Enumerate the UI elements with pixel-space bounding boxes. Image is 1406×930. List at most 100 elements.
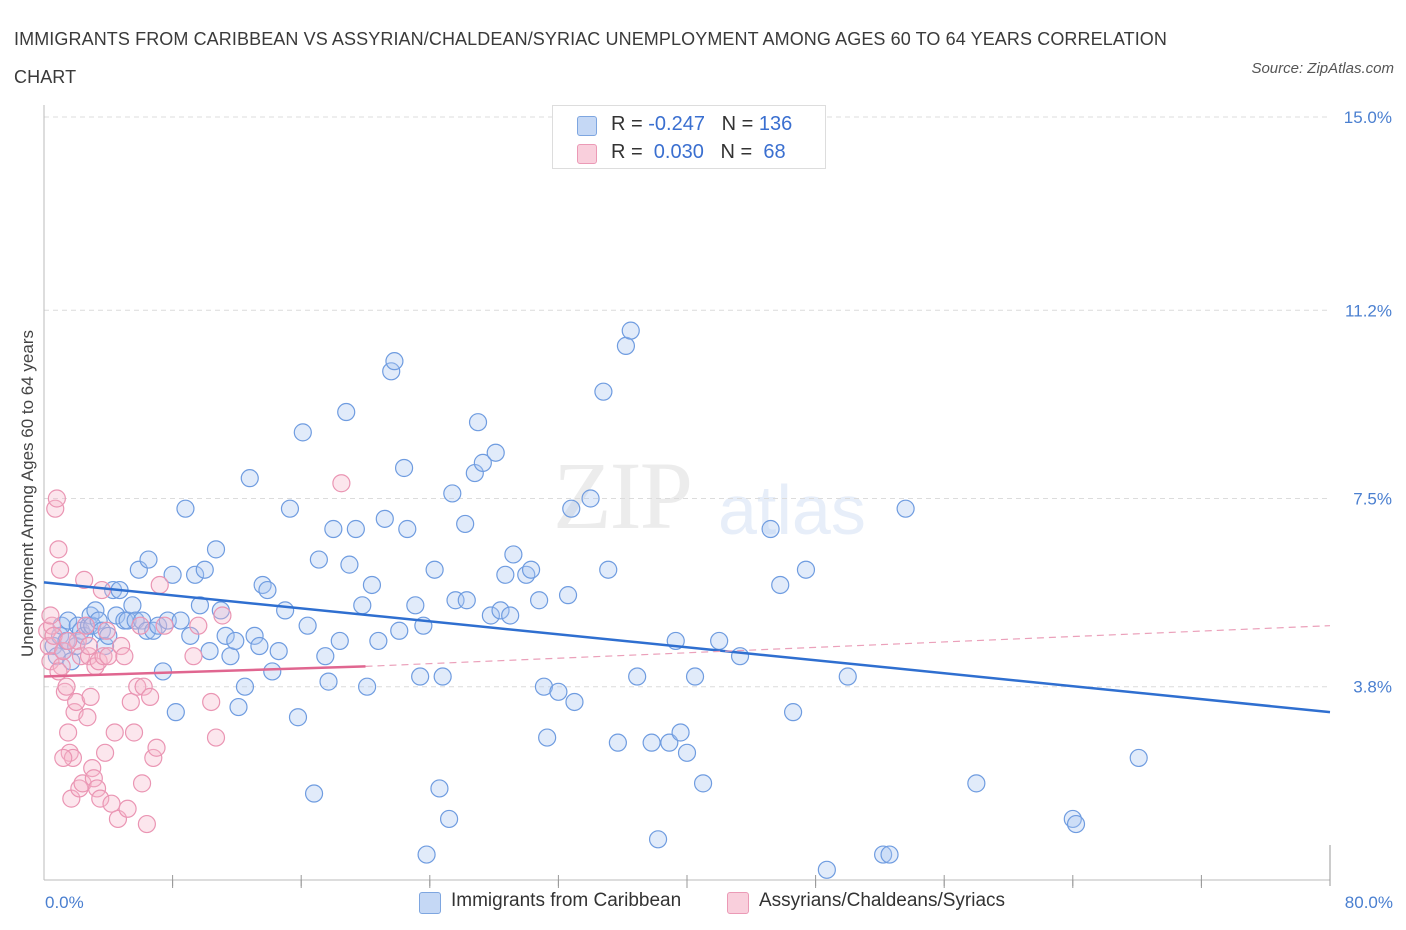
point-assyrian bbox=[59, 723, 78, 742]
point-caribbean bbox=[316, 647, 335, 666]
point-caribbean bbox=[496, 565, 515, 584]
point-caribbean bbox=[163, 565, 182, 584]
legend-swatch-blue bbox=[577, 116, 597, 136]
point-assyrian bbox=[128, 677, 147, 696]
point-caribbean bbox=[616, 336, 636, 355]
point-caribbean bbox=[504, 545, 523, 564]
point-caribbean bbox=[390, 621, 409, 640]
point-caribbean bbox=[258, 580, 277, 600]
point-caribbean bbox=[710, 631, 729, 651]
point-caribbean bbox=[660, 733, 679, 752]
point-caribbean bbox=[276, 601, 295, 620]
point-caribbean bbox=[967, 774, 986, 793]
legend-r-value: 0.030 bbox=[648, 141, 704, 163]
point-assyrian bbox=[206, 728, 226, 747]
point-assyrian bbox=[184, 647, 203, 666]
point-caribbean bbox=[771, 575, 790, 595]
y-tick-label: 11.2% bbox=[1345, 301, 1392, 320]
point-caribbean bbox=[59, 611, 78, 630]
point-assyrian bbox=[134, 677, 153, 696]
point-assyrian bbox=[147, 738, 166, 757]
point-caribbean bbox=[599, 560, 618, 579]
point-caribbean bbox=[245, 626, 264, 645]
point-caribbean bbox=[783, 703, 803, 722]
correlation-legend: R = -0.247 N = 136 R = 0.030 N = 68 bbox=[552, 105, 826, 169]
point-caribbean bbox=[176, 499, 195, 518]
point-assyrian bbox=[47, 489, 66, 508]
point-assyrian bbox=[84, 769, 103, 788]
point-caribbean bbox=[549, 682, 568, 701]
point-assyrian bbox=[75, 570, 94, 589]
legend-r-label: R = bbox=[611, 113, 649, 135]
point-assyrian bbox=[89, 652, 108, 671]
chart-title: IMMIGRANTS FROM CARIBBEAN VS ASSYRIAN/CH… bbox=[14, 29, 1168, 87]
data-points bbox=[38, 321, 1148, 879]
point-caribbean bbox=[375, 509, 394, 528]
point-caribbean bbox=[250, 636, 269, 656]
watermark-atlas: atlas bbox=[718, 471, 866, 549]
point-assyrian bbox=[131, 616, 150, 635]
point-caribbean bbox=[473, 453, 492, 472]
series-swatch-blue bbox=[419, 892, 441, 914]
point-caribbean bbox=[648, 830, 668, 849]
point-caribbean bbox=[439, 809, 459, 829]
point-caribbean bbox=[229, 697, 248, 717]
point-caribbean bbox=[324, 519, 343, 539]
legend-n-value: 136 bbox=[758, 113, 793, 135]
point-assyrian bbox=[39, 636, 58, 656]
point-caribbean bbox=[406, 596, 425, 615]
point-assyrian bbox=[140, 687, 160, 706]
point-caribbean bbox=[123, 596, 142, 615]
point-assyrian bbox=[155, 616, 174, 635]
point-caribbean bbox=[235, 677, 255, 696]
point-caribbean bbox=[671, 723, 690, 742]
point-caribbean bbox=[517, 565, 536, 584]
point-caribbean bbox=[457, 591, 476, 610]
point-caribbean bbox=[621, 321, 640, 340]
point-caribbean bbox=[293, 423, 312, 442]
point-caribbean bbox=[1063, 809, 1082, 829]
series-legend-label: Assyrians/Chaldeans/Syriacs bbox=[759, 890, 1006, 911]
point-caribbean bbox=[186, 565, 205, 584]
point-caribbean bbox=[1129, 748, 1148, 768]
point-caribbean bbox=[642, 733, 661, 752]
point-caribbean bbox=[166, 703, 185, 722]
point-assyrian bbox=[112, 636, 131, 656]
point-assyrian bbox=[81, 687, 100, 706]
legend-r-value: -0.247 bbox=[648, 113, 705, 135]
point-caribbean bbox=[817, 860, 836, 879]
y-tick-label: 3.8% bbox=[1353, 678, 1392, 697]
series-legend: Immigrants from Caribbean Assyrians/Chal… bbox=[0, 890, 1406, 916]
point-caribbean bbox=[337, 402, 356, 422]
point-assyrian bbox=[67, 692, 86, 712]
point-caribbean bbox=[86, 601, 105, 620]
point-assyrian bbox=[79, 647, 99, 666]
point-caribbean bbox=[468, 413, 488, 432]
point-assyrian bbox=[95, 743, 115, 762]
point-assyrian bbox=[99, 647, 118, 666]
point-caribbean bbox=[501, 606, 520, 625]
point-assyrian bbox=[76, 616, 95, 635]
point-caribbean bbox=[195, 560, 214, 579]
point-assyrian bbox=[78, 708, 97, 727]
point-caribbean bbox=[486, 443, 505, 462]
point-caribbean bbox=[538, 728, 557, 747]
point-caribbean bbox=[171, 611, 190, 630]
point-assyrian bbox=[91, 789, 110, 808]
point-caribbean bbox=[874, 845, 893, 864]
point-caribbean bbox=[382, 362, 401, 381]
point-caribbean bbox=[304, 784, 324, 803]
point-caribbean bbox=[880, 845, 899, 864]
point-assyrian bbox=[59, 631, 78, 651]
point-caribbean bbox=[628, 667, 647, 686]
legend-swatch-pink bbox=[577, 144, 597, 164]
legend-r-label: R = bbox=[611, 141, 649, 163]
axis-labels: 3.8% 7.5% 11.2% 15.0% 0.0% 80.0% Unemployment … bbox=[18, 108, 1393, 912]
point-assyrian bbox=[132, 774, 152, 793]
point-assyrian bbox=[73, 774, 92, 793]
point-caribbean bbox=[594, 382, 613, 401]
point-assyrian bbox=[41, 606, 60, 625]
point-assyrian bbox=[97, 621, 116, 640]
y-axis-title: Unemployment Among Ages 60 to 64 years bbox=[18, 330, 37, 657]
